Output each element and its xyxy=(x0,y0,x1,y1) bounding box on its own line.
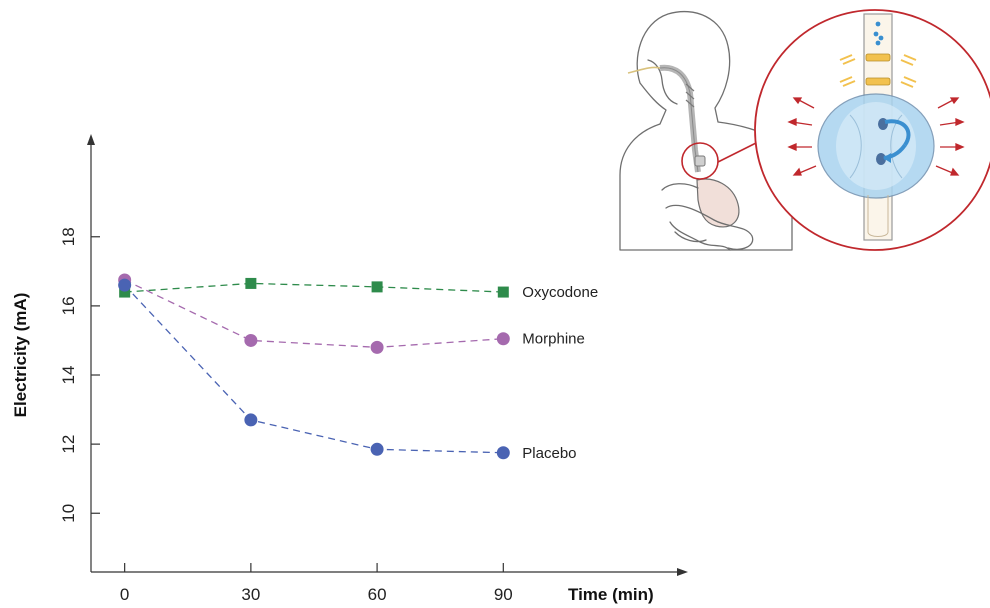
data-point-placebo-90 xyxy=(496,446,510,460)
series-points xyxy=(118,273,510,460)
series-line-placebo xyxy=(124,284,504,454)
x-ticks: 0 30 60 90 xyxy=(120,563,513,604)
stomach xyxy=(696,178,740,228)
series-line-oxycodone xyxy=(124,282,504,293)
series-label-placebo: Placebo xyxy=(522,445,576,462)
series-label-morphine: Morphine xyxy=(522,331,585,348)
magnified-view xyxy=(754,9,990,251)
y-ticks: 10 12 14 16 18 xyxy=(59,227,100,523)
series-line-morphine xyxy=(124,279,504,349)
data-point-oxycodone-90 xyxy=(497,286,509,298)
y-tick-label-12: 12 xyxy=(59,435,78,454)
data-point-morphine-90 xyxy=(496,332,510,346)
x-axis-title: Time (min) xyxy=(568,585,654,604)
y-axis-title: Electricity (mA) xyxy=(11,293,30,418)
data-point-oxycodone-0 xyxy=(119,286,131,298)
y-tick-label-18: 18 xyxy=(59,227,78,246)
data-point-placebo-60 xyxy=(370,442,384,456)
y-tick-label-16: 16 xyxy=(59,296,78,315)
data-point-morphine-30 xyxy=(244,333,258,347)
y-tick-label-14: 14 xyxy=(59,366,78,385)
tube-and-esophagus xyxy=(627,64,701,173)
y-tick-label-10: 10 xyxy=(59,504,78,523)
x-axis-arrowhead xyxy=(677,568,688,576)
intestines xyxy=(661,183,754,251)
sensor-marker xyxy=(681,139,763,180)
y-axis-arrowhead xyxy=(87,134,95,145)
anatomy-illustration xyxy=(619,9,990,251)
data-point-oxycodone-60 xyxy=(371,281,383,293)
data-point-morphine-60 xyxy=(370,340,384,354)
x-tick-label-30: 30 xyxy=(241,585,260,604)
torso-outline xyxy=(619,10,793,251)
data-point-placebo-0 xyxy=(118,278,132,292)
series-lines xyxy=(124,279,504,454)
data-point-placebo-30 xyxy=(244,413,258,427)
data-point-oxycodone-30 xyxy=(245,277,257,289)
x-tick-label-90: 90 xyxy=(494,585,513,604)
series-label-oxycodone: Oxycodone xyxy=(522,284,598,301)
x-tick-label-60: 60 xyxy=(368,585,387,604)
axes xyxy=(87,134,688,576)
x-tick-label-0: 0 xyxy=(120,585,129,604)
series-labels: Oxycodone Morphine Placebo xyxy=(522,284,598,462)
